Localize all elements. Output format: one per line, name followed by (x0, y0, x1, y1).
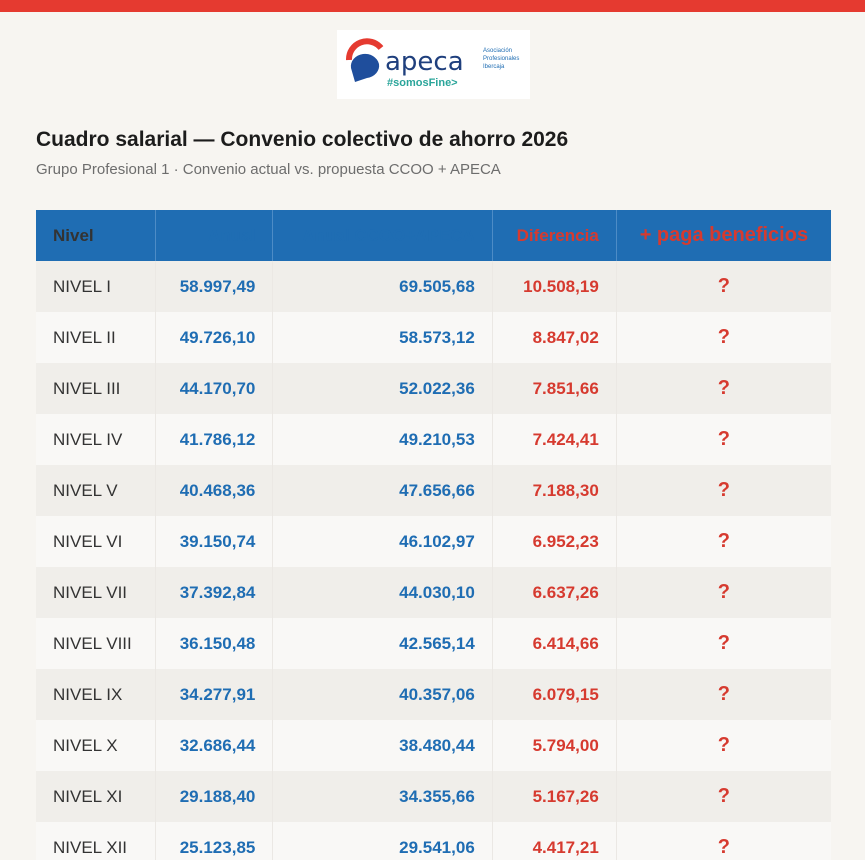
table-cell: 38.480,44 (272, 720, 493, 771)
logo: apeca Asociación Profesionales Ibercaja … (337, 30, 530, 99)
table-cell: 47.656,66 (272, 465, 493, 516)
table-cell: 25.123,85 (155, 822, 274, 860)
table-cell: 4.417,21 (492, 822, 617, 860)
logo-arc (346, 38, 384, 61)
table-body: NIVEL I 58.997,49 69.505,68 10.508,19? NIVEL… (36, 261, 831, 860)
column-header: Anual (155, 210, 274, 261)
table-row: NIVEL II 49.726,10 58.573,12 8.847,02? (36, 312, 831, 363)
logo-tagline: Asociación (483, 48, 512, 54)
table-row: NIVEL VI 39.150,74 46.102,97 6.952,23? (36, 516, 831, 567)
table-cell: 8.847,02 (492, 312, 617, 363)
table-cell: ? (616, 414, 831, 465)
header-row: Nivel Anual Anual CCOO+APECA Diferencia + pa… (36, 210, 831, 261)
table-cell: ? (616, 567, 831, 618)
table-row: NIVEL III 44.170,70 52.022,36 7.851,66? (36, 363, 831, 414)
table-cell: 49.726,10 (155, 312, 274, 363)
table-cell: 69.505,68 (272, 261, 493, 312)
table-cell: ? (616, 669, 831, 720)
logo-graphic: apeca Asociación Profesionales Ibercaja … (346, 38, 519, 89)
table-row: NIVEL XII 25.123,85 29.541,06 4.417,21? (36, 822, 831, 860)
table-cell: 6.637,26 (492, 567, 617, 618)
table-cell: NIVEL II (36, 312, 157, 363)
column-header: Nivel (36, 210, 157, 261)
table-row: NIVEL VIII 36.150,48 42.565,14 6.414,66? (36, 618, 831, 669)
logo-name: apeca (385, 47, 464, 77)
table-cell: ? (616, 261, 831, 312)
table-cell: NIVEL X (36, 720, 157, 771)
column-header: + paga beneficios (616, 210, 831, 261)
table-cell: 34.355,66 (272, 771, 493, 822)
table-cell: 40.357,06 (272, 669, 493, 720)
table-cell: ? (616, 618, 831, 669)
table-cell: NIVEL VI (36, 516, 157, 567)
title: Cuadro salarial — Convenio colectivo de … (36, 128, 569, 151)
table-row: NIVEL X 32.686,44 38.480,44 5.794,00? (36, 720, 831, 771)
table-cell: ? (616, 363, 831, 414)
table-cell: 6.414,66 (492, 618, 617, 669)
table-cell: 7.851,66 (492, 363, 617, 414)
logo-tagline: Profesionales (483, 56, 519, 62)
table-cell: ? (616, 771, 831, 822)
table-cell: 5.167,26 (492, 771, 617, 822)
table-cell: ? (616, 312, 831, 363)
table-cell: 34.277,91 (155, 669, 274, 720)
table-cell: 6.079,15 (492, 669, 617, 720)
table-cell: ? (616, 465, 831, 516)
table-row: NIVEL IV 41.786,12 49.210,53 7.424,41? (36, 414, 831, 465)
table-row: NIVEL VII 37.392,84 44.030,10 6.637,26? (36, 567, 831, 618)
table-head: Nivel Anual Anual CCOO+APECA Diferencia + pa… (36, 210, 831, 261)
top-bar (0, 0, 865, 12)
table-cell: NIVEL XI (36, 771, 157, 822)
table-cell: ? (616, 516, 831, 567)
table-cell: 37.392,84 (155, 567, 274, 618)
table-cell: 41.786,12 (155, 414, 274, 465)
table-cell: NIVEL V (36, 465, 157, 516)
table-cell: ? (616, 822, 831, 860)
table-cell: 32.686,44 (155, 720, 274, 771)
table-cell: ? (616, 720, 831, 771)
table-cell: 58.573,12 (272, 312, 493, 363)
logo-hashtag: #somosFine> (387, 77, 458, 89)
table-cell: 40.468,36 (155, 465, 274, 516)
table-cell: 7.424,41 (492, 414, 617, 465)
table-cell: 49.210,53 (272, 414, 493, 465)
table-cell: 44.030,10 (272, 567, 493, 618)
table-cell: 29.541,06 (272, 822, 493, 860)
table-cell: 46.102,97 (272, 516, 493, 567)
table-cell: 58.997,49 (155, 261, 274, 312)
table-cell: 36.150,48 (155, 618, 274, 669)
table-cell: 44.170,70 (155, 363, 274, 414)
table-cell: 42.565,14 (272, 618, 493, 669)
column-header: Anual CCOO+APECA (272, 210, 493, 261)
table-row: NIVEL XI 29.188,40 34.355,66 5.167,26? (36, 771, 831, 822)
table-cell: NIVEL I (36, 261, 157, 312)
salary-table: Nivel Anual Anual CCOO+APECA Diferencia + pa… (36, 210, 831, 860)
table-row: NIVEL IX 34.277,91 40.357,06 6.079,15? (36, 669, 831, 720)
table-cell: 39.150,74 (155, 516, 274, 567)
table-cell: NIVEL III (36, 363, 157, 414)
logo-bubble (350, 53, 380, 82)
logo-tagline: Ibercaja (483, 64, 505, 70)
table-cell: NIVEL VIII (36, 618, 157, 669)
table-cell: NIVEL VII (36, 567, 157, 618)
table-cell: NIVEL XII (36, 822, 157, 860)
table-cell: 52.022,36 (272, 363, 493, 414)
table-cell: 7.188,30 (492, 465, 617, 516)
table-row: NIVEL I 58.997,49 69.505,68 10.508,19? (36, 261, 831, 312)
subtitle: Grupo Profesional 1 · Convenio actual vs… (36, 161, 501, 178)
column-header: Diferencia (492, 210, 617, 261)
table-cell: NIVEL IV (36, 414, 157, 465)
table-cell: 5.794,00 (492, 720, 617, 771)
table-row: NIVEL V 40.468,36 47.656,66 7.188,30? (36, 465, 831, 516)
table-cell: NIVEL IX (36, 669, 157, 720)
table-cell: 10.508,19 (492, 261, 617, 312)
table-cell: 29.188,40 (155, 771, 274, 822)
table-cell: 6.952,23 (492, 516, 617, 567)
